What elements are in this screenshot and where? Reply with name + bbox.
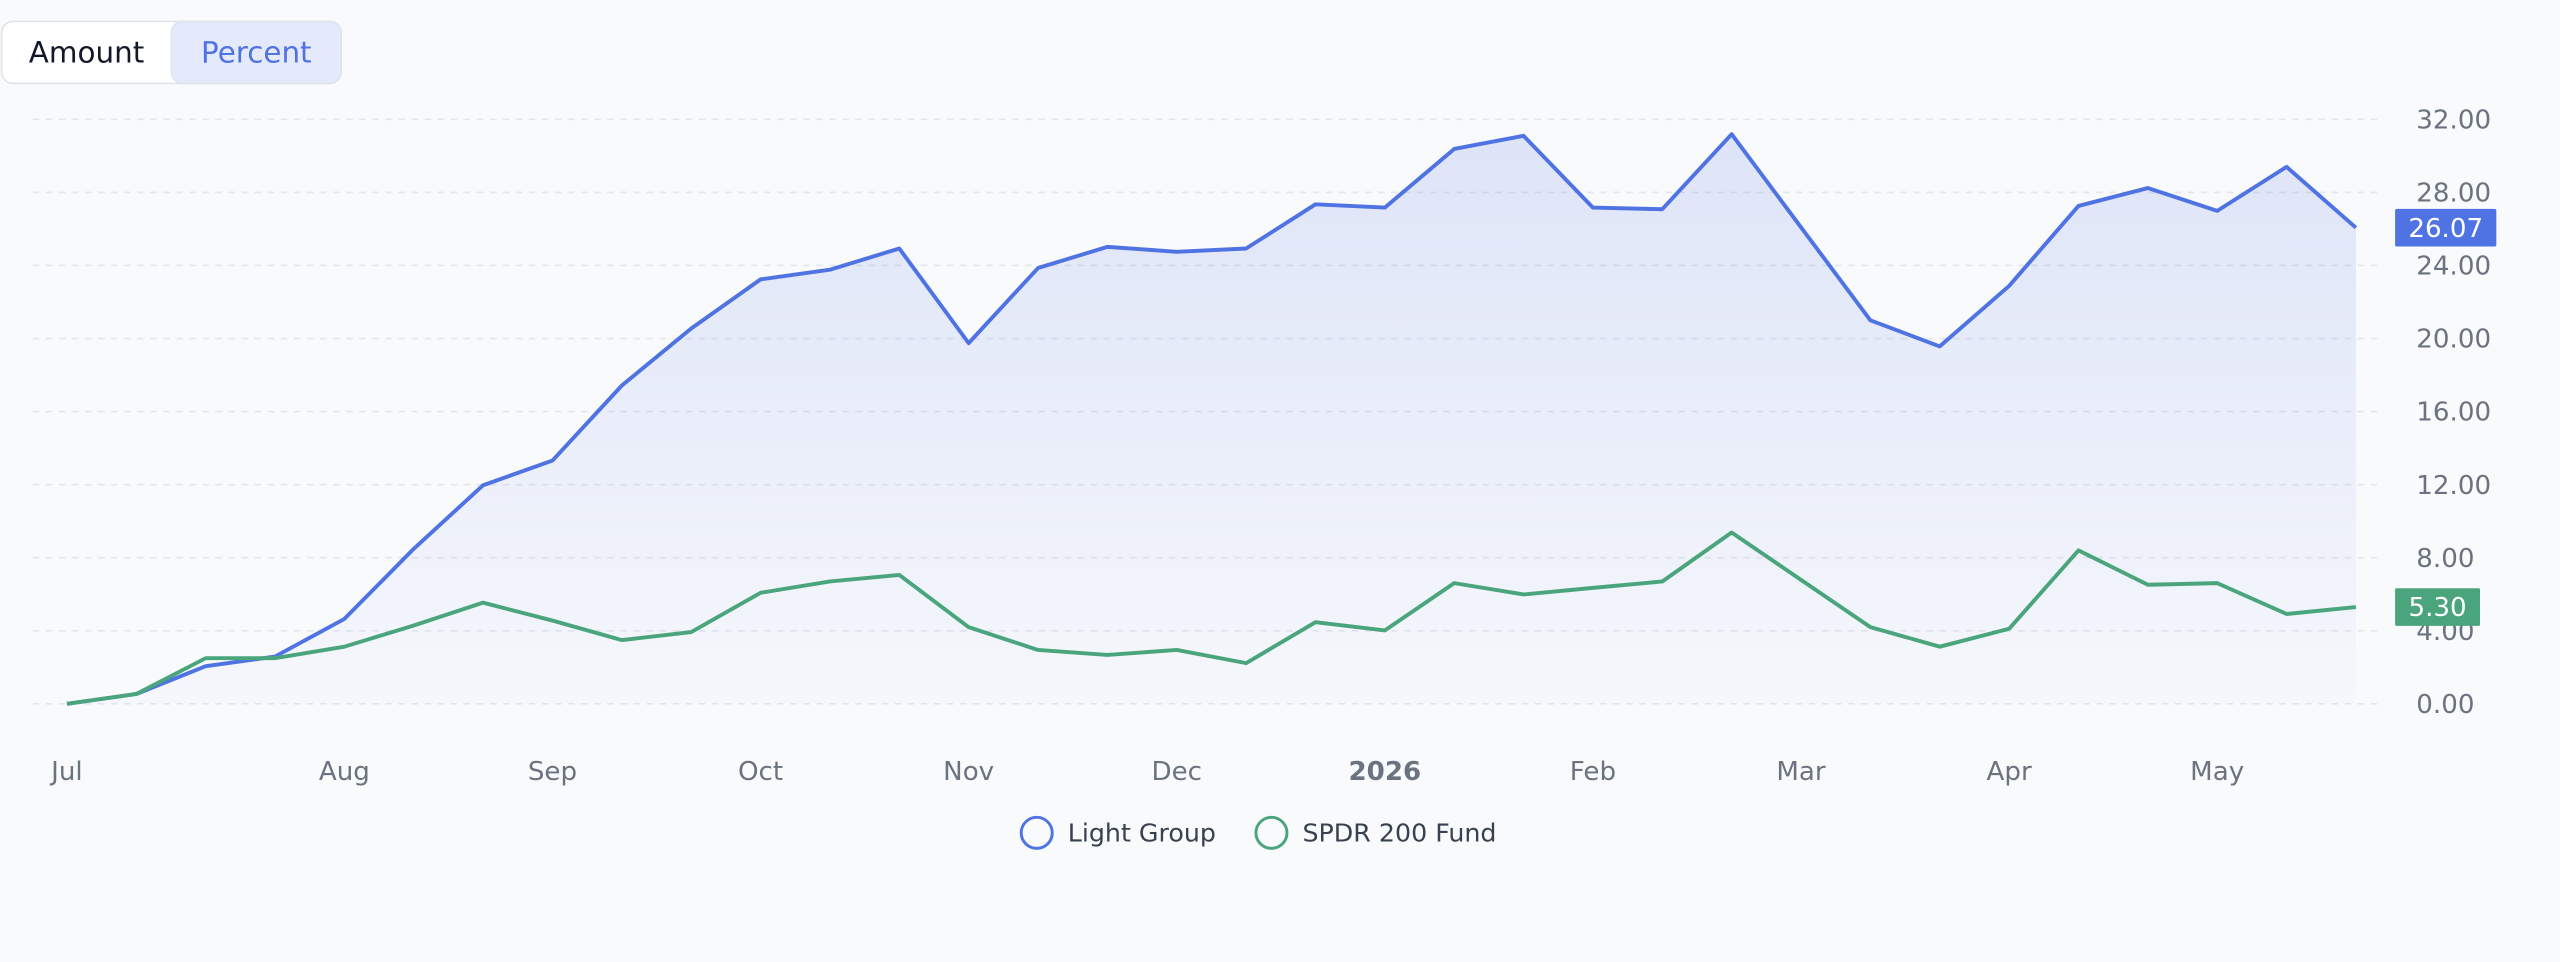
y-tick-label: 16.00 xyxy=(2416,398,2491,428)
x-tick-label: May xyxy=(2190,757,2244,787)
legend-marker xyxy=(1254,815,1289,850)
area xyxy=(66,134,2356,704)
x-tick-label: Feb xyxy=(1570,757,1616,787)
y-tick-label: 0.00 xyxy=(2416,690,2474,720)
legend-marker xyxy=(1019,815,1054,850)
x-tick-label: 2026 xyxy=(1349,757,1422,787)
x-tick-label: Sep xyxy=(528,757,577,787)
end-label: 26.07 xyxy=(2408,214,2483,244)
y-tick-label: 20.00 xyxy=(2416,325,2491,355)
toggle-button[interactable]: Amount xyxy=(29,36,144,70)
x-tick-label: Apr xyxy=(1987,757,2032,787)
x-tick-label: Nov xyxy=(943,757,994,787)
x-tick-label: Mar xyxy=(1776,757,1826,787)
y-tick-label: 24.00 xyxy=(2416,252,2491,282)
end-label-bg xyxy=(2395,588,2480,626)
end-label: 5.30 xyxy=(2408,593,2466,623)
toggle-active-bg xyxy=(170,20,343,85)
toggle-button[interactable]: Percent xyxy=(201,36,312,70)
legend-label[interactable]: Light Group xyxy=(1068,818,1216,847)
x-tick-label: Jul xyxy=(49,757,83,787)
line xyxy=(66,132,2358,706)
y-tick-label: 32.00 xyxy=(2416,106,2491,136)
y-tick-label: 12.00 xyxy=(2416,471,2491,501)
x-tick-label: Dec xyxy=(1151,757,1202,787)
x-tick-label: Oct xyxy=(738,757,783,787)
y-tick-label: 28.00 xyxy=(2416,179,2491,209)
y-tick-label: 8.00 xyxy=(2416,544,2474,574)
legend-label[interactable]: SPDR 200 Fund xyxy=(1302,818,1496,847)
end-label-bg xyxy=(2395,208,2497,247)
x-tick-label: Aug xyxy=(319,757,370,787)
line xyxy=(66,530,2357,706)
